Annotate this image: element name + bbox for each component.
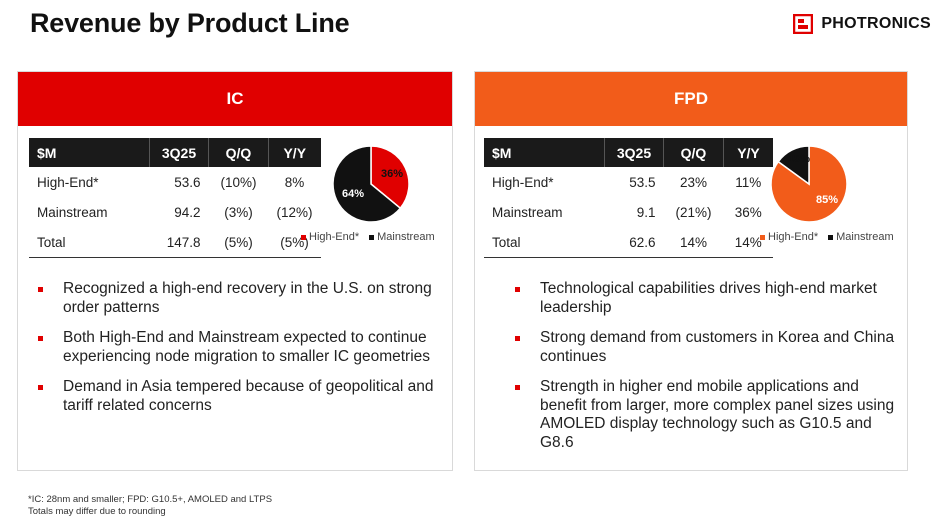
legend-swatch — [828, 234, 834, 240]
ic-revenue-table: $M 3Q25 Q/Q Y/Y High-End* 53.6 (10%) 8% … — [29, 138, 321, 258]
list-item: Recognized a high-end recovery in the U.… — [38, 280, 438, 317]
list-item: Strong demand from customers in Korea an… — [515, 329, 895, 366]
row-label: Mainstream — [492, 204, 563, 220]
fpd-revenue-table: $M 3Q25 Q/Q Y/Y High-End* 53.5 23% 11% M… — [484, 138, 773, 258]
table-cell: (5%) — [208, 227, 269, 258]
table-cell: 14% — [663, 227, 724, 258]
bullet-icon — [38, 385, 43, 390]
table-row: High-End* 53.6 (10%) 8% — [29, 167, 321, 197]
bullet-text: Recognized a high-end recovery in the U.… — [63, 280, 432, 316]
table-cell: (3%) — [224, 204, 253, 220]
logo-text: PHOTRONICS — [821, 15, 931, 32]
fpd-header: FPD — [475, 72, 907, 126]
table-cell: (21%) — [675, 204, 712, 220]
pie-slice-mainstream — [777, 145, 810, 186]
table-row: Mainstream 9.1 (21%) 36% — [484, 197, 773, 227]
table-header-row: $M 3Q25 Q/Q Y/Y — [484, 138, 773, 167]
fpd-pie-legend: High-End* Mainstream — [760, 231, 894, 243]
table-cell: 36% — [734, 204, 762, 220]
table-cell: 14% — [723, 227, 773, 258]
column-header: 3Q25 — [604, 138, 664, 167]
page-title: Revenue by Product Line — [30, 8, 350, 38]
bullet-text: Strong demand from customers in Korea an… — [540, 329, 895, 365]
table-cell: 53.5 — [629, 174, 656, 190]
legend-item-mainstream: Mainstream — [828, 231, 894, 243]
column-header: Y/Y — [723, 138, 773, 167]
ic-panel: IC $M 3Q25 Q/Q Y/Y High-End* 53.6 (10%) … — [17, 71, 453, 471]
bullet-icon — [515, 385, 520, 390]
pie-data-label: 85% — [816, 194, 838, 206]
bullet-text: Technological capabilities drives high-e… — [540, 280, 877, 316]
bullet-text: Both High-End and Mainstream expected to… — [63, 329, 431, 365]
ic-bullet-list: Recognized a high-end recovery in the U.… — [38, 280, 438, 427]
table-cell: 9.1 — [636, 204, 656, 220]
column-header: $M — [29, 138, 150, 167]
fpd-pie-chart: 85% 15% — [757, 136, 907, 256]
list-item: Demand in Asia tempered because of geopo… — [38, 378, 438, 415]
table-cell: 23% — [679, 174, 708, 190]
list-item: Strength in higher end mobile applicatio… — [515, 378, 895, 452]
table-row: High-End* 53.5 23% 11% — [484, 167, 773, 197]
photronics-logo-icon — [793, 14, 814, 34]
footnote: *IC: 28nm and smaller; FPD: G10.5+, AMOL… — [28, 494, 272, 518]
legend-item-high-end: High-End* — [301, 231, 359, 243]
bullet-icon — [38, 287, 43, 292]
table-row: Mainstream 94.2 (3%) (12%) — [29, 197, 321, 227]
column-header: Y/Y — [268, 138, 321, 167]
footnote-line: Totals may differ due to rounding — [28, 506, 166, 517]
table-row: Total 62.6 14% 14% — [484, 227, 773, 258]
row-label: High-End* — [492, 174, 554, 190]
row-label: Total — [484, 227, 605, 258]
table-cell: (10%) — [220, 174, 257, 190]
bullet-text: Strength in higher end mobile applicatio… — [540, 378, 895, 451]
ic-pie-svg: 36% 64% — [332, 145, 410, 223]
fpd-bullet-list: Technological capabilities drives high-e… — [515, 280, 895, 464]
legend-label: High-End* — [309, 231, 360, 243]
legend-swatch — [301, 234, 306, 240]
row-label: High-End* — [37, 174, 99, 190]
column-header: Q/Q — [208, 138, 269, 167]
legend-label: Mainstream — [836, 231, 894, 243]
bullet-text: Demand in Asia tempered because of geopo… — [63, 378, 434, 414]
pie-data-label: 64% — [342, 188, 364, 200]
table-cell: (5%) — [268, 227, 321, 258]
legend-label: High-End* — [768, 231, 819, 243]
column-header: 3Q25 — [149, 138, 209, 167]
column-header: Q/Q — [663, 138, 724, 167]
table-cell: 53.6 — [174, 174, 201, 190]
logo: PHOTRONICS — [793, 14, 931, 34]
table-cell: (12%) — [276, 204, 313, 220]
ic-header: IC — [18, 72, 452, 126]
bullet-icon — [515, 287, 520, 292]
row-label: Mainstream — [37, 204, 108, 220]
pie-slice-high-end — [370, 145, 410, 210]
list-item: Technological capabilities drives high-e… — [515, 280, 895, 317]
bullet-icon — [515, 336, 520, 341]
table-cell: 94.2 — [174, 204, 201, 220]
legend-swatch — [760, 234, 765, 240]
ic-pie-legend: High-End* Mainstream — [301, 231, 435, 243]
ic-pie-chart: 36% 64% — [296, 136, 456, 256]
column-header: $M — [484, 138, 605, 167]
legend-item-high-end: High-End* — [760, 231, 818, 243]
legend-label: Mainstream — [377, 231, 435, 243]
bullet-icon — [38, 336, 43, 341]
table-row: Total 147.8 (5%) (5%) — [29, 227, 321, 258]
pie-data-label: 15% — [788, 153, 810, 165]
fpd-pie-svg: 85% 15% — [770, 145, 848, 223]
table-cell: 62.6 — [604, 227, 664, 258]
legend-item-mainstream: Mainstream — [369, 231, 435, 243]
table-header-row: $M 3Q25 Q/Q Y/Y — [29, 138, 321, 167]
table-cell: 147.8 — [149, 227, 209, 258]
fpd-panel: FPD $M 3Q25 Q/Q Y/Y High-End* 53.5 23% 1… — [474, 71, 908, 471]
list-item: Both High-End and Mainstream expected to… — [38, 329, 438, 366]
table-cell: 8% — [284, 174, 305, 190]
footnote-line: *IC: 28nm and smaller; FPD: G10.5+, AMOL… — [28, 494, 273, 505]
table-cell: 11% — [735, 174, 762, 190]
row-label: Total — [29, 227, 150, 258]
pie-slice-mainstream — [332, 145, 402, 223]
legend-swatch — [369, 234, 375, 240]
pie-data-label: 36% — [381, 168, 403, 180]
